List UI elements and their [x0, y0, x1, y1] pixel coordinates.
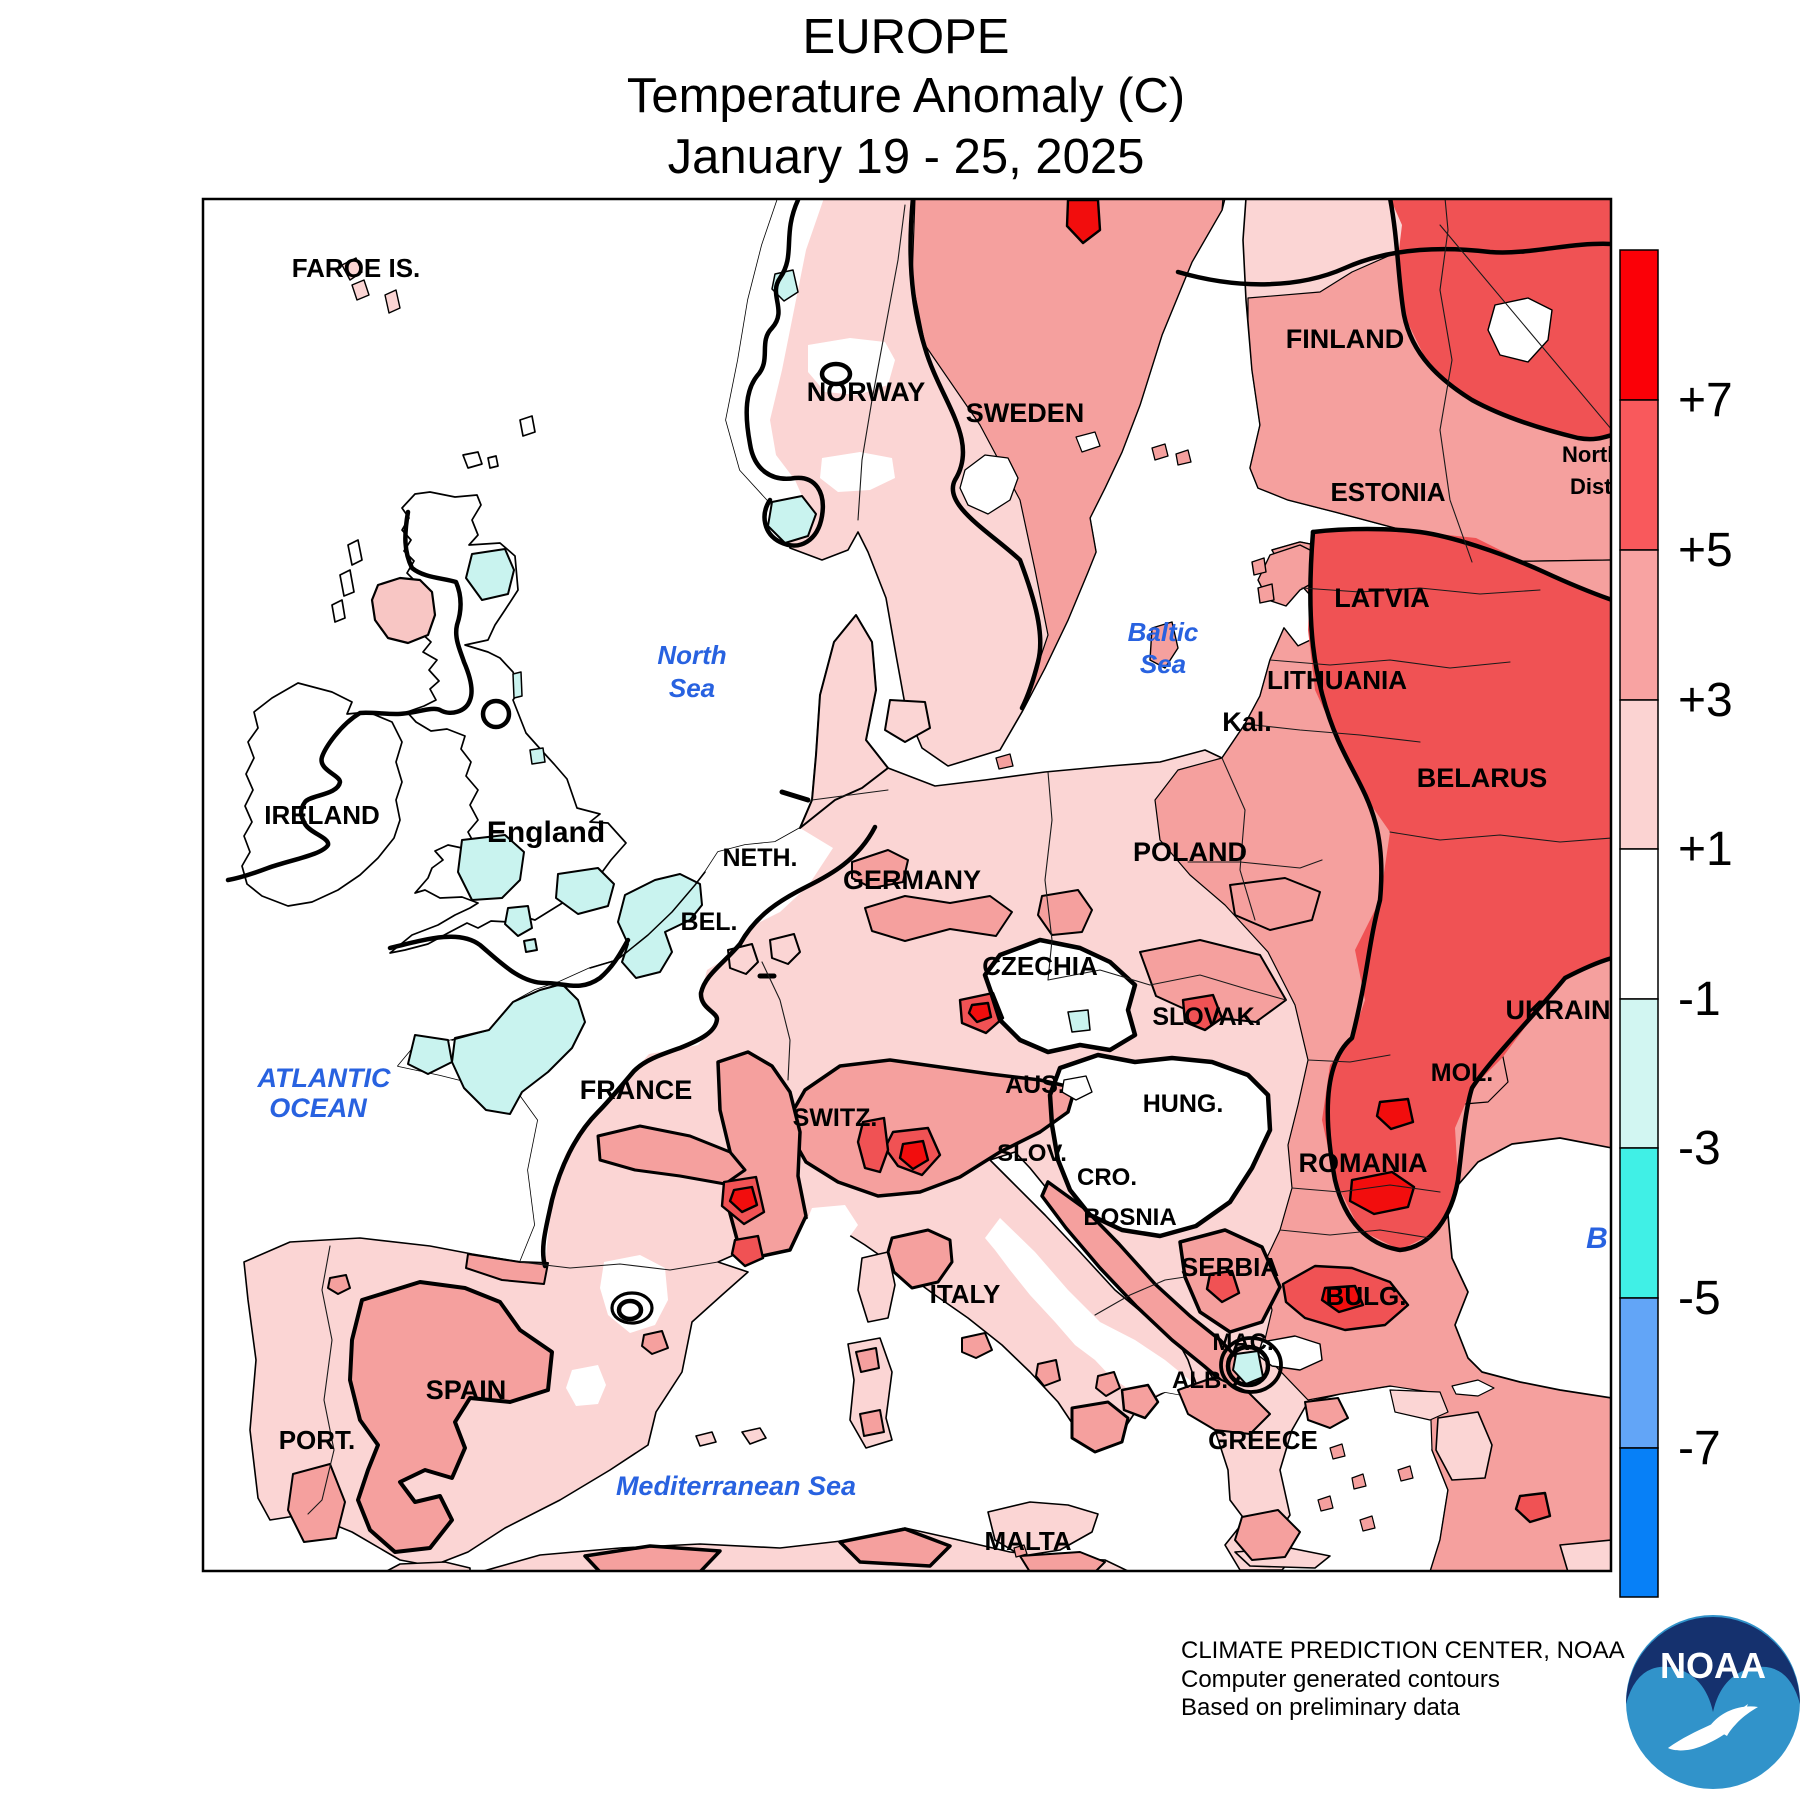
svg-text:ITALY: ITALY	[930, 1279, 1001, 1309]
svg-text:Baltic: Baltic	[1128, 617, 1199, 647]
svg-text:OCEAN: OCEAN	[269, 1093, 367, 1123]
svg-text:FAROE IS.: FAROE IS.	[292, 253, 421, 283]
svg-text:PORT.: PORT.	[279, 1425, 356, 1455]
svg-text:POLAND: POLAND	[1133, 837, 1247, 867]
svg-text:NOAA: NOAA	[1660, 1645, 1766, 1686]
svg-text:ATLANTIC: ATLANTIC	[257, 1063, 391, 1093]
svg-text:SWITZ.: SWITZ.	[793, 1104, 878, 1132]
svg-text:Based on preliminary data: Based on preliminary data	[1181, 1694, 1460, 1721]
svg-text:SPAIN: SPAIN	[426, 1375, 507, 1405]
svg-text:GERMANY: GERMANY	[843, 865, 981, 895]
svg-text:Temperature Anomaly (C): Temperature Anomaly (C)	[627, 69, 1185, 123]
svg-text:UKRAINE: UKRAINE	[1505, 995, 1628, 1025]
svg-text:England: England	[487, 816, 605, 849]
svg-text:NETH.: NETH.	[723, 844, 798, 872]
svg-text:SLOVAK.: SLOVAK.	[1152, 1003, 1261, 1031]
svg-text:NORWAY: NORWAY	[807, 377, 926, 407]
svg-text:HUNG.: HUNG.	[1143, 1090, 1224, 1118]
svg-text:IRELAND: IRELAND	[264, 800, 380, 830]
svg-text:B: B	[1586, 1222, 1608, 1255]
svg-text:EUROPE: EUROPE	[803, 10, 1010, 64]
svg-text:FRANCE: FRANCE	[580, 1075, 693, 1105]
svg-text:FINLAND: FINLAND	[1286, 324, 1404, 354]
svg-text:SLOV.: SLOV.	[997, 1140, 1067, 1167]
svg-text:BEL.: BEL.	[681, 908, 738, 936]
svg-text:-5: -5	[1678, 1272, 1721, 1325]
svg-text:Sea: Sea	[1140, 649, 1186, 679]
svg-text:MAC.: MAC.	[1212, 1329, 1273, 1356]
svg-text:ROMANIA: ROMANIA	[1299, 1148, 1428, 1178]
svg-text:GREECE: GREECE	[1208, 1425, 1318, 1455]
svg-text:ALB.: ALB.	[1172, 1367, 1228, 1394]
svg-text:MOL.: MOL.	[1431, 1059, 1494, 1087]
svg-text:Sea: Sea	[669, 673, 715, 703]
svg-text:-3: -3	[1678, 1122, 1721, 1175]
svg-text:-1: -1	[1678, 973, 1721, 1026]
svg-text:Kal.: Kal.	[1222, 707, 1272, 737]
svg-text:Computer generated contours: Computer generated contours	[1181, 1666, 1500, 1693]
svg-text:SERBIA: SERBIA	[1181, 1252, 1279, 1282]
svg-text:January 19 - 25, 2025: January 19 - 25, 2025	[668, 130, 1145, 184]
svg-text:MALTA: MALTA	[984, 1526, 1071, 1556]
svg-text:+3: +3	[1678, 674, 1733, 727]
svg-text:SWEDEN: SWEDEN	[966, 398, 1085, 428]
svg-text:LITHUANIA: LITHUANIA	[1267, 665, 1407, 695]
svg-text:-7: -7	[1678, 1422, 1721, 1475]
svg-text:BELARUS: BELARUS	[1417, 763, 1548, 793]
svg-text:Northw: Northw	[1562, 442, 1639, 467]
svg-text:AUS.: AUS.	[1005, 1071, 1065, 1099]
svg-text:Mediterranean Sea: Mediterranean Sea	[616, 1471, 856, 1501]
svg-text:BULG.: BULG.	[1326, 1281, 1407, 1311]
svg-text:BOSNIA: BOSNIA	[1083, 1204, 1176, 1231]
svg-text:ESTONIA: ESTONIA	[1330, 477, 1445, 507]
svg-text:North: North	[657, 640, 726, 670]
svg-text:+1: +1	[1678, 823, 1733, 876]
svg-text:Distri: Distri	[1570, 474, 1626, 499]
svg-text:CRO.: CRO.	[1077, 1164, 1137, 1191]
svg-text:+5: +5	[1678, 524, 1733, 577]
svg-text:+7: +7	[1678, 374, 1733, 427]
svg-text:CZECHIA: CZECHIA	[982, 951, 1098, 981]
svg-text:LATVIA: LATVIA	[1334, 583, 1430, 613]
svg-text:CLIMATE PREDICTION CENTER, NOA: CLIMATE PREDICTION CENTER, NOAA	[1181, 1637, 1625, 1664]
